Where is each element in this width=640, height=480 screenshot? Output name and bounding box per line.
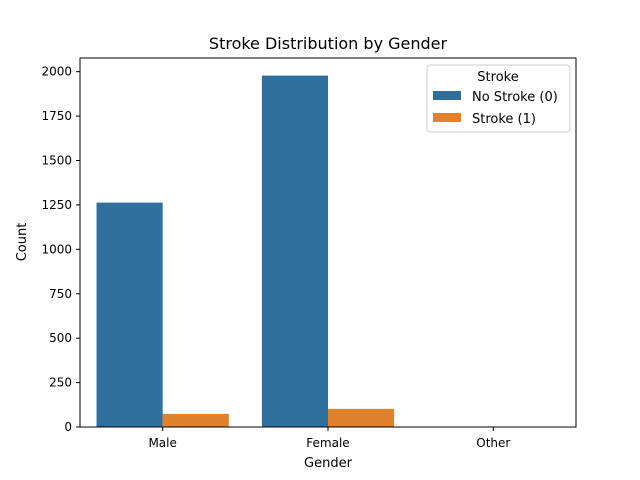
- bar-male-stroke: [162, 413, 229, 427]
- plot-area: [79, 57, 577, 428]
- x-tick-label: Male: [148, 436, 176, 450]
- legend: Stroke No Stroke (0) Stroke (1): [426, 64, 571, 133]
- bar-male-no-stroke: [96, 202, 163, 427]
- y-tick-label: 250: [49, 376, 72, 390]
- y-tick-label: 500: [49, 331, 72, 345]
- y-tick-label: 1500: [41, 154, 72, 168]
- x-axis: Male Female Other: [148, 427, 510, 450]
- y-tick-label: 2000: [41, 65, 72, 79]
- y-axis: 0 250 500 750 1000 1250 1500 1750 2000: [41, 65, 80, 434]
- y-tick-label: 750: [49, 287, 72, 301]
- y-tick-label: 1250: [41, 198, 72, 212]
- y-tick-label: 1750: [41, 109, 72, 123]
- x-axis-label: Gender: [304, 456, 353, 471]
- legend-box: [426, 64, 571, 133]
- bar-female-no-stroke: [261, 75, 328, 427]
- legend-label-stroke: Stroke (1): [472, 112, 536, 127]
- y-tick-label: 0: [64, 420, 72, 434]
- legend-swatch-no-stroke: [433, 91, 461, 100]
- x-tick-label: Female: [306, 436, 349, 450]
- y-axis-label: Count: [15, 223, 30, 262]
- legend-swatch-stroke: [433, 113, 461, 122]
- legend-label-no-stroke: No Stroke (0): [472, 90, 558, 105]
- y-tick-label: 1000: [41, 242, 72, 256]
- legend-title: Stroke: [477, 70, 518, 85]
- chart-title: Stroke Distribution by Gender: [209, 34, 448, 53]
- bar-female-stroke: [328, 408, 395, 427]
- x-tick-label: Other: [476, 436, 510, 450]
